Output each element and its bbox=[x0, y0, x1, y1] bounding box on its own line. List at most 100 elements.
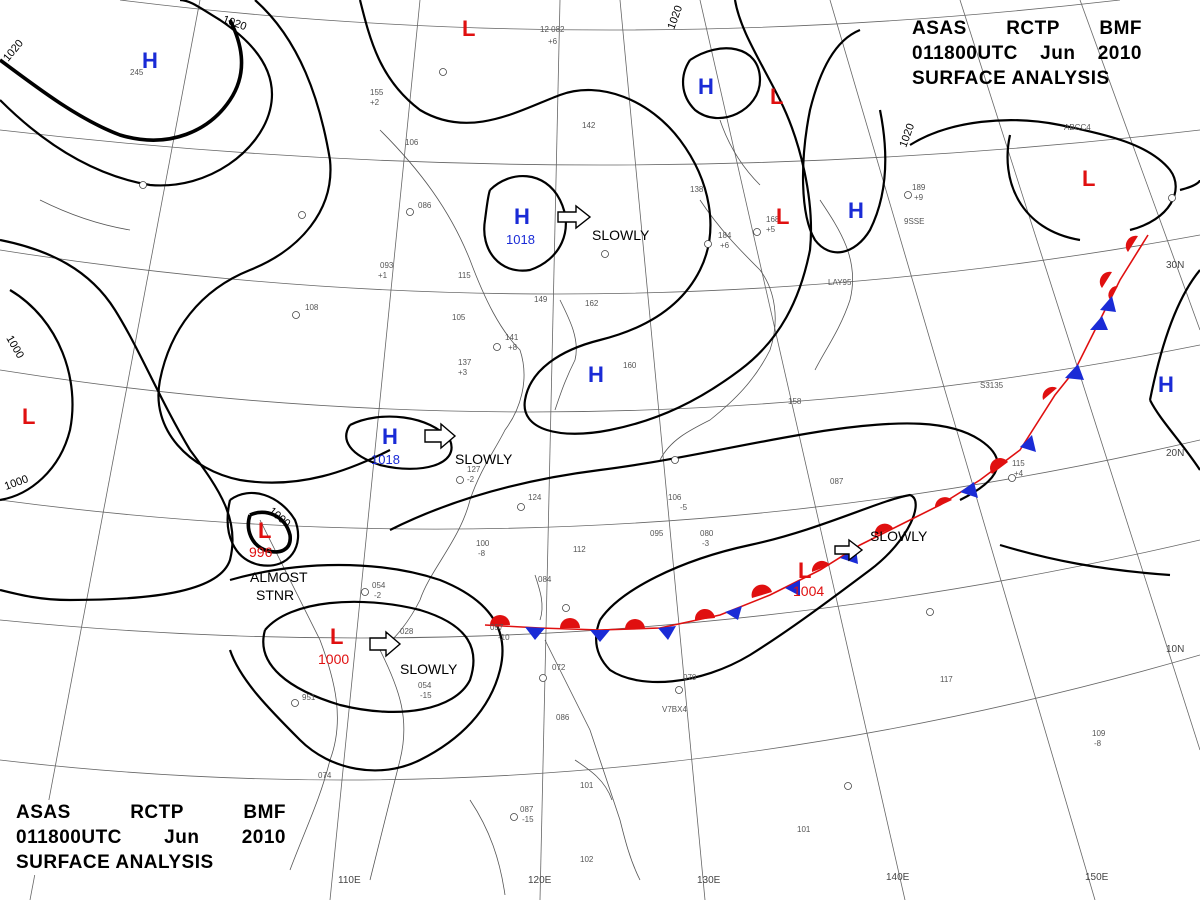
station-text: 158 bbox=[788, 397, 802, 406]
lat-label: 20N bbox=[1166, 448, 1184, 459]
station-text: 115 bbox=[1012, 459, 1025, 468]
station-text: 124 bbox=[528, 493, 542, 502]
station-text: -3 bbox=[702, 539, 710, 548]
header-line-3: SURFACE ANALYSIS bbox=[912, 68, 1110, 89]
station-text: -8 bbox=[478, 549, 486, 558]
station-text: 149 bbox=[534, 295, 548, 304]
lon-label: 130E bbox=[697, 875, 721, 886]
station-text: -10 bbox=[498, 633, 510, 642]
high-pressure-center: H bbox=[142, 48, 158, 73]
station-text: 087 bbox=[830, 477, 844, 486]
header-field: 011800UTC bbox=[16, 827, 122, 848]
station-text: 162 bbox=[585, 299, 599, 308]
header-field: 011800UTC bbox=[912, 43, 1018, 64]
high-pressure-center: H bbox=[698, 74, 714, 99]
low-pressure-center: L bbox=[258, 518, 271, 543]
station-text: 106 bbox=[668, 493, 682, 502]
station-text: 106 bbox=[405, 138, 419, 147]
low-pressure-value: 996 bbox=[249, 544, 273, 560]
low-pressure-center: L bbox=[776, 204, 789, 229]
station-text: ABCC4 bbox=[1064, 123, 1091, 132]
station-text: 084 bbox=[538, 575, 552, 584]
station-text: +4 bbox=[1014, 469, 1024, 478]
station-text: 127 bbox=[467, 465, 481, 474]
station-text: 054 bbox=[372, 581, 386, 590]
movement-label: SLOWLY bbox=[592, 227, 650, 243]
station-text: 087 bbox=[520, 805, 534, 814]
movement-arrows bbox=[369, 204, 864, 658]
movement-labels: SLOWLY SLOWLY SLOWLY SLOWLY ALMOST STNR bbox=[250, 227, 928, 677]
movement-label: STNR bbox=[256, 587, 294, 603]
station-text: +6 bbox=[720, 241, 730, 250]
header-line-1: ASAS RCTP BMF bbox=[16, 800, 286, 825]
station-text: 9SSE bbox=[904, 217, 924, 226]
station-text: 951 bbox=[302, 693, 316, 702]
lon-label: 110E bbox=[338, 875, 361, 886]
high-pressure-center: H bbox=[514, 204, 530, 229]
station-text: 095 bbox=[650, 529, 664, 538]
header-field: Jun bbox=[164, 827, 200, 848]
station-text: 028 bbox=[400, 627, 414, 636]
station-text: 108 bbox=[305, 303, 319, 312]
station-text: 070 bbox=[683, 673, 697, 682]
high-pressure-center: H bbox=[588, 362, 604, 387]
station-text: +6 bbox=[548, 37, 558, 46]
station-text: 160 bbox=[623, 361, 637, 370]
station-text: 245 bbox=[130, 68, 144, 77]
header-field: Jun bbox=[1040, 43, 1076, 64]
high-pressure-center: H bbox=[1158, 372, 1174, 397]
station-text: 072 bbox=[552, 663, 566, 672]
lon-label: 140E bbox=[886, 872, 910, 883]
station-text: 101 bbox=[580, 781, 594, 790]
station-text: -15 bbox=[420, 691, 432, 700]
movement-label: SLOWLY bbox=[455, 451, 513, 467]
low-pressure-center: L bbox=[1082, 166, 1095, 191]
header-field: 2010 bbox=[1097, 43, 1142, 64]
header-field: ASAS bbox=[912, 18, 967, 39]
station-text: 12 082 bbox=[540, 25, 565, 34]
isobars bbox=[0, 0, 1200, 772]
station-text: 109 bbox=[1092, 729, 1106, 738]
header-line-3: SURFACE ANALYSIS bbox=[16, 852, 214, 873]
station-text: 086 bbox=[556, 713, 570, 722]
lon-label: 120E bbox=[528, 875, 552, 886]
pressure-systems: H L H L L H L H 1018 H L H 1018 L 996 L … bbox=[22, 16, 1174, 667]
station-text: 074 bbox=[318, 771, 332, 780]
high-pressure-center: H bbox=[848, 198, 864, 223]
station-text: 100 bbox=[476, 539, 490, 548]
high-pressure-value: 1018 bbox=[371, 452, 400, 467]
station-text: 189 bbox=[912, 183, 926, 192]
station-text: 137 bbox=[458, 358, 472, 367]
station-text: +9 bbox=[914, 193, 924, 202]
low-pressure-center: L bbox=[798, 558, 811, 583]
arrow-right-icon bbox=[557, 204, 592, 230]
station-text: +1 bbox=[378, 271, 388, 280]
station-text: 141 bbox=[505, 333, 519, 342]
arrow-right-icon bbox=[834, 538, 864, 562]
high-pressure-value: 1018 bbox=[506, 232, 535, 247]
front bbox=[484, 234, 1149, 642]
station-text: +2 bbox=[370, 98, 380, 107]
header-field: ASAS bbox=[16, 802, 71, 823]
low-pressure-value: 1000 bbox=[318, 651, 349, 667]
lat-label: 10N bbox=[1166, 644, 1184, 655]
station-text: S3135 bbox=[980, 381, 1004, 390]
header-field: RCTP bbox=[130, 802, 184, 823]
station-text: 168 bbox=[766, 215, 780, 224]
station-text: 102 bbox=[580, 855, 594, 864]
station-text: 184 bbox=[718, 231, 732, 240]
map-header-top: ASAS RCTP BMF 011800UTC Jun 2010 SURFACE… bbox=[912, 16, 1142, 91]
station-text: 115 bbox=[458, 271, 471, 280]
station-text: -5 bbox=[680, 503, 688, 512]
station-text: 117 bbox=[940, 675, 953, 684]
header-line-1: ASAS RCTP BMF bbox=[912, 16, 1142, 41]
header-field: BMF bbox=[1099, 18, 1142, 39]
header-line-2: 011800UTC Jun 2010 bbox=[912, 41, 1142, 66]
station-text: +8 bbox=[508, 343, 518, 352]
station-text: 138 bbox=[690, 185, 704, 194]
map-header-bottom: ASAS RCTP BMF 011800UTC Jun 2010 SURFACE… bbox=[16, 800, 286, 875]
header-field: RCTP bbox=[1006, 18, 1060, 39]
header-field: 2010 bbox=[241, 827, 286, 848]
station-text: LAY95 bbox=[828, 278, 852, 287]
